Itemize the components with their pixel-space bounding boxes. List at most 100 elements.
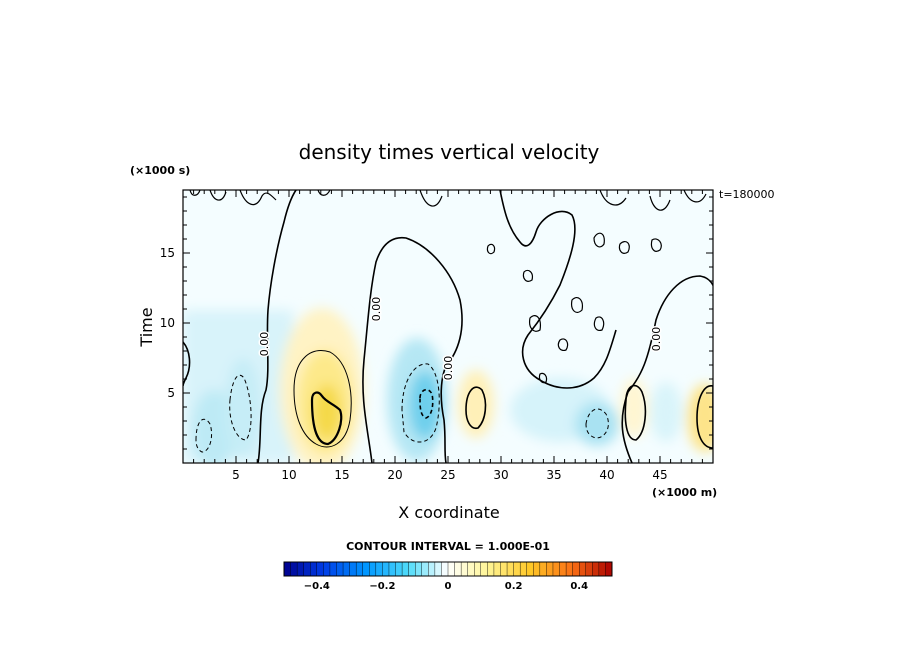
colorbar-cell bbox=[487, 561, 495, 577]
negative-contour-22 bbox=[401, 363, 440, 443]
x-tick-label: 10 bbox=[281, 468, 296, 482]
colorbar-cell bbox=[592, 561, 600, 577]
negative-contour-39 bbox=[585, 408, 609, 439]
shade-cold-6 bbox=[225, 358, 261, 458]
contour-label-2: 0.00 bbox=[370, 297, 383, 322]
colorbar-cell bbox=[283, 561, 292, 577]
contour-label-4: 0.00 bbox=[650, 327, 663, 352]
noise-contours-right bbox=[486, 232, 662, 384]
closed-contour-27 bbox=[465, 386, 487, 430]
colorbar-cell bbox=[310, 561, 318, 577]
zero-contour-right bbox=[499, 190, 617, 389]
colorbar-cell bbox=[559, 561, 567, 577]
colorbar-ticks: −0.4 −0.2 0 0.2 0.4 bbox=[304, 581, 588, 592]
x-axis-label: X coordinate bbox=[398, 503, 499, 522]
closed-contour-41 bbox=[624, 384, 647, 441]
x-tick-label: 20 bbox=[387, 468, 402, 482]
zero-contour-mid bbox=[362, 236, 463, 463]
colorbar-cell bbox=[421, 561, 429, 577]
colorbar-cell bbox=[480, 561, 488, 577]
colorbar-cell bbox=[349, 561, 357, 577]
colorbar-tick-label: 0.4 bbox=[570, 581, 588, 592]
colorbar-cell bbox=[303, 561, 311, 577]
shade-cold-45 bbox=[650, 382, 682, 442]
plot-area: 0.00 0.00 0.00 0.00 bbox=[183, 190, 713, 463]
colorbar-cell bbox=[572, 561, 580, 577]
x-axis: 5 10 15 20 25 30 35 40 45 bbox=[193, 190, 703, 482]
colorbar-cell bbox=[434, 561, 442, 577]
colorbar-cell bbox=[460, 561, 469, 577]
colorbar-cell bbox=[533, 561, 541, 577]
positive-contour-13-inner bbox=[310, 391, 343, 446]
shade-cold-4 bbox=[192, 390, 236, 463]
colorbar-tick-label: −0.2 bbox=[369, 581, 395, 592]
contour-label-3: 0.00 bbox=[442, 356, 455, 381]
colorbar-cell bbox=[513, 561, 521, 577]
colorbar-cell bbox=[428, 561, 436, 577]
contour-label-1: 0.00 bbox=[258, 332, 271, 357]
colorbar-cell bbox=[355, 561, 364, 577]
colorbar-cell bbox=[493, 561, 501, 577]
colorbar-cell bbox=[369, 561, 377, 577]
colorbar-cell bbox=[290, 561, 298, 577]
colorbar-cell bbox=[375, 561, 383, 577]
colorbar-cell bbox=[552, 561, 561, 577]
y-axis-label: Time bbox=[137, 307, 156, 347]
contour-label-group: 0.00 0.00 0.00 0.00 bbox=[257, 295, 665, 382]
colorbar-cell bbox=[539, 561, 547, 577]
negative-contour-4 bbox=[195, 418, 213, 453]
colorbar-cell bbox=[585, 561, 593, 577]
colorbar-cell bbox=[579, 561, 587, 577]
y-axis: 5 10 15 bbox=[160, 196, 713, 450]
y-unit-label: (×1000 s) bbox=[130, 164, 190, 177]
colorbar-cell bbox=[388, 561, 397, 577]
shade-warm-13-peak bbox=[313, 384, 341, 440]
zero-contour-left bbox=[257, 190, 297, 463]
colorbar-frame bbox=[283, 561, 613, 577]
colorbar-cell bbox=[441, 561, 449, 577]
contour-lines bbox=[183, 190, 713, 463]
colorbar-cell bbox=[336, 561, 344, 577]
colorbar-cell bbox=[526, 561, 534, 577]
colorbar-cell bbox=[506, 561, 515, 577]
x-tick-label: 40 bbox=[599, 468, 614, 482]
shade-warm-48 bbox=[687, 384, 713, 452]
zero-contour-far-right bbox=[621, 275, 713, 463]
time-label: t=180000 bbox=[719, 188, 775, 201]
x-unit-label: (×1000 m) bbox=[652, 486, 717, 499]
colorbar-cell bbox=[474, 561, 482, 577]
shade-cold-22-core bbox=[409, 371, 441, 439]
colorbar-cell bbox=[329, 561, 337, 577]
colorbar bbox=[283, 561, 613, 577]
x-tick-label: 45 bbox=[652, 468, 667, 482]
colorbar-cell bbox=[454, 561, 462, 577]
colorbar-cell bbox=[546, 561, 554, 577]
colorbar-tick-label: −0.4 bbox=[304, 581, 330, 592]
colorbar-tick-label: 0 bbox=[445, 581, 452, 592]
y-tick-label: 15 bbox=[160, 246, 175, 260]
colorbar-tick-label: 0.2 bbox=[505, 581, 523, 592]
colorbar-cell bbox=[565, 561, 574, 577]
colorbar-cell bbox=[401, 561, 410, 577]
y-tick-label: 5 bbox=[167, 386, 175, 400]
y-tick-label: 10 bbox=[160, 316, 175, 330]
x-tick-label: 35 bbox=[546, 468, 561, 482]
colorbar-cell bbox=[519, 561, 528, 577]
colorbar-cell bbox=[296, 561, 305, 577]
closed-contour-48 bbox=[696, 385, 713, 449]
colorbar-cell bbox=[323, 561, 331, 577]
colorbar-cell bbox=[598, 561, 606, 577]
x-tick-label: 15 bbox=[334, 468, 349, 482]
negative-contour-6 bbox=[229, 374, 252, 441]
contour-interval-text: CONTOUR INTERVAL = 1.000E-01 bbox=[346, 540, 550, 553]
colorbar-cell bbox=[408, 561, 416, 577]
x-tick-label: 30 bbox=[493, 468, 508, 482]
colorbar-cell bbox=[447, 561, 456, 577]
shade-cold-39 bbox=[575, 402, 619, 446]
positive-contour-13 bbox=[293, 350, 352, 448]
colorbar-cell bbox=[316, 561, 324, 577]
colorbar-cell bbox=[415, 561, 423, 577]
colorbar-cell bbox=[382, 561, 390, 577]
negative-contour-22-inner bbox=[419, 388, 434, 419]
